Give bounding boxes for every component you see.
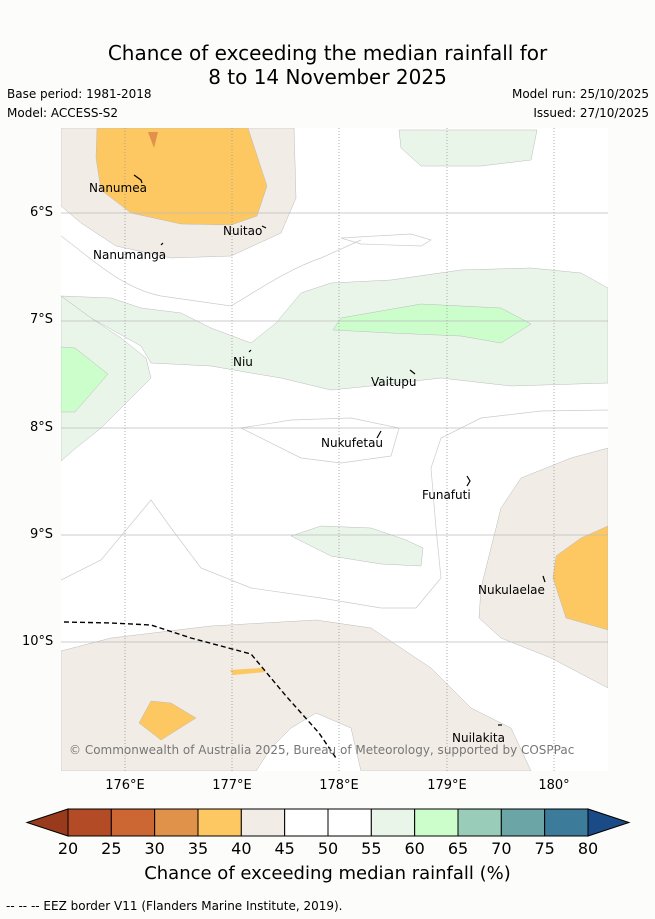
colorbar-tick-label: 60 <box>404 839 425 858</box>
place-niu: Niu <box>233 355 253 369</box>
region-55-60-northeast <box>398 129 538 167</box>
island-markers <box>133 174 546 726</box>
colorbar-tick-label: 40 <box>231 839 252 858</box>
contour-50-north <box>61 235 362 307</box>
region-60-65-central <box>332 303 532 344</box>
colorbar-segment <box>544 808 589 837</box>
place-vaitupu: Vaitupu <box>371 375 417 389</box>
colorbar-segment <box>414 808 459 837</box>
region-40-45-southeast <box>478 447 608 689</box>
colorbar-segment <box>457 808 502 837</box>
lon-tick-178e: 178°E <box>319 778 359 793</box>
place-nanumea: Nanumea <box>89 181 147 195</box>
graticule <box>124 128 555 771</box>
colorbar <box>25 808 631 837</box>
region-60-65-west <box>61 346 109 413</box>
eez-border-legend: -- -- -- EEZ border V11 (Flanders Marine… <box>6 899 343 913</box>
lon-tick-177e: 177°E <box>212 778 252 793</box>
colorbar-segment <box>67 808 112 837</box>
model-run: Model run: 25/10/2025 <box>511 87 649 101</box>
colorbar-tick-label: 75 <box>534 839 555 858</box>
eez-border <box>63 621 337 759</box>
colorbar-title: Chance of exceeding median rainfall (%) <box>144 863 511 884</box>
colorbar-segment <box>327 808 372 837</box>
colorbar-segment <box>370 808 416 837</box>
lat-tick-9s: 9°S <box>30 527 54 542</box>
colorbar-segment <box>154 808 199 837</box>
lon-tick-176e: 176°E <box>105 778 145 793</box>
lat-tick-6s: 6°S <box>30 205 54 220</box>
colorbar-segment <box>500 808 546 837</box>
contour-50-nukufetau <box>239 417 400 464</box>
region-55-60-west <box>61 295 152 462</box>
colorbar-tick-label: 35 <box>187 839 209 858</box>
colorbar-extend-high <box>587 808 631 837</box>
lon-tick-179e: 179°E <box>427 778 467 793</box>
title-line-2: 8 to 14 November 2025 <box>208 65 447 89</box>
place-nukufetau: Nukufetau <box>321 436 383 450</box>
colorbar-tick-label: 65 <box>447 839 469 858</box>
lat-tick-10s: 10°S <box>22 634 54 649</box>
colorbar-tick-label: 20 <box>57 839 79 858</box>
place-nanumanga: Nanumanga <box>93 248 166 262</box>
region-35-40-southeast <box>552 525 608 631</box>
region-35-40-south-a <box>138 700 197 741</box>
island-nuitao <box>261 225 267 229</box>
title-line-1: Chance of exceeding the median rainfall … <box>107 41 548 65</box>
lat-tick-7s: 7°S <box>30 312 54 327</box>
island-nanumea <box>133 174 143 184</box>
island-nukufetau <box>376 430 382 439</box>
colorbar-extend-low <box>25 808 69 837</box>
island-nukulaelae <box>542 575 546 583</box>
issued-date: Issued: 27/10/2025 <box>533 106 649 120</box>
place-funafuti: Funafuti <box>422 488 471 502</box>
map-panel: Nanumea Nuitao Nanumanga Niu Vaitupu Nuk… <box>61 128 608 771</box>
island-funafuti <box>466 475 471 487</box>
model-name: Model: ACCESS-S2 <box>7 106 119 120</box>
colorbar-segment <box>240 808 286 837</box>
colorbar-segment <box>197 808 242 837</box>
colorbar-tick-label: 45 <box>274 839 295 858</box>
island-nanumanga <box>160 242 164 246</box>
region-35-40-north <box>95 128 268 226</box>
colorbar-tick-label: 70 <box>491 839 512 858</box>
region-55-60-south <box>290 525 424 567</box>
rainfall-map: Nanumea Nuitao Nanumanga Niu Vaitupu Nuk… <box>61 128 608 771</box>
place-nuilakita: Nuilakita <box>452 731 505 745</box>
colorbar-tick-label: 50 <box>317 839 339 858</box>
colorbar-tick-label: 55 <box>361 839 382 858</box>
lon-tick-180: 180° <box>538 778 570 793</box>
place-nukulaelae: Nukulaelae <box>478 583 545 597</box>
base-period: Base period: 1981-2018 <box>7 87 152 101</box>
colorbar-tick-label: 30 <box>144 839 165 858</box>
lat-tick-8s: 8°S <box>30 420 54 435</box>
place-nuitao: Nuitao <box>223 224 262 238</box>
colorbar-segment <box>284 808 329 837</box>
colorbar-tick-label: 80 <box>577 839 599 858</box>
region-40-45-south <box>61 619 532 771</box>
region-35-40-south-b <box>230 668 266 675</box>
island-vaitupu <box>409 369 416 375</box>
contour-50-east <box>340 233 432 247</box>
colorbar-tick-label: 25 <box>101 839 122 858</box>
copyright-credit: © Commonwealth of Australia 2025, Bureau… <box>69 743 574 757</box>
latitude-lines <box>61 212 608 643</box>
colorbar-segment <box>110 808 156 837</box>
region-30-35-north <box>148 132 158 148</box>
island-niu <box>248 349 252 353</box>
